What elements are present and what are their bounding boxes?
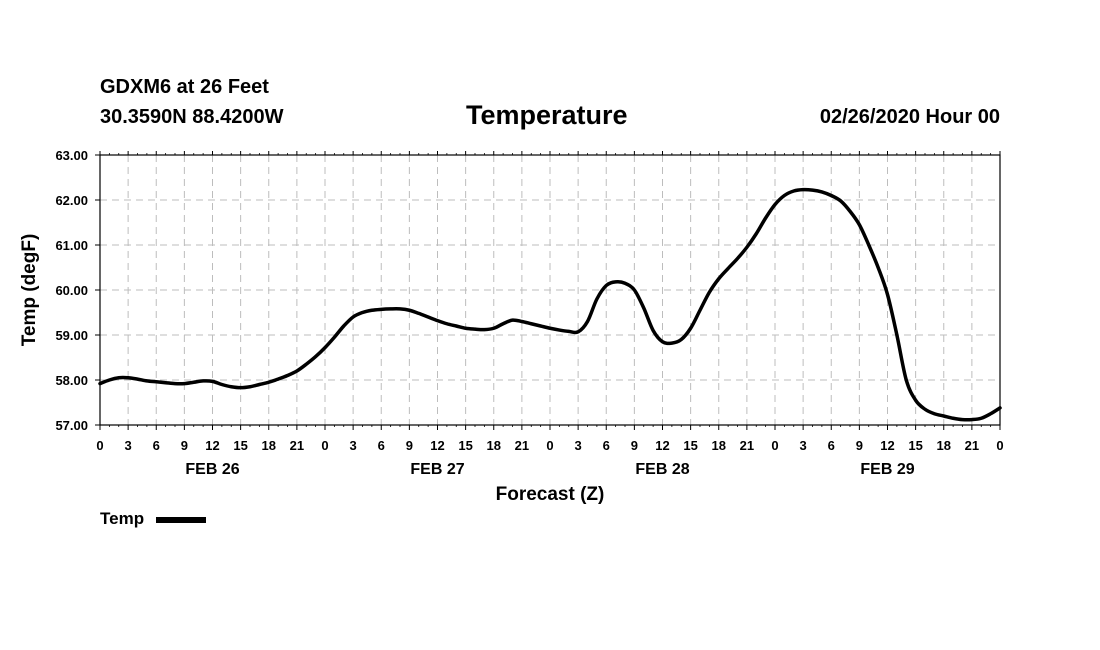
y-tick-label: 58.00 [55, 373, 88, 388]
x-tick-label: 21 [515, 438, 529, 453]
x-tick-label: 3 [800, 438, 807, 453]
day-label: FEB 29 [860, 461, 914, 478]
y-tick-label: 61.00 [55, 238, 88, 253]
x-tick-label: 3 [350, 438, 357, 453]
x-tick-label: 0 [96, 438, 103, 453]
x-tick-label: 12 [880, 438, 894, 453]
x-tick-label: 15 [683, 438, 697, 453]
x-tick-label: 9 [631, 438, 638, 453]
temp-series-line [98, 187, 1002, 422]
x-tick-label: 0 [771, 438, 778, 453]
x-tick-label: 18 [712, 438, 726, 453]
x-tick-label: 6 [153, 438, 160, 453]
x-tick-label: 15 [458, 438, 472, 453]
x-tick-label: 0 [321, 438, 328, 453]
legend-label: Temp [100, 509, 145, 528]
x-tick-label: 9 [181, 438, 188, 453]
x-tick-label: 12 [430, 438, 444, 453]
x-tick-label: 15 [233, 438, 247, 453]
x-tick-label: 9 [856, 438, 863, 453]
y-tick-label: 60.00 [55, 283, 88, 298]
y-tick-label: 59.00 [55, 328, 88, 343]
day-label: FEB 26 [185, 461, 239, 478]
x-tick-label: 21 [290, 438, 304, 453]
y-axis-label: Temp (degF) [19, 234, 40, 347]
datetime-label: 02/26/2020 Hour 00 [819, 106, 1000, 128]
station-label: GDXM6 at 26 Feet [100, 76, 269, 98]
chart-title: Temperature [466, 100, 628, 130]
y-tick-label: 62.00 [55, 193, 88, 208]
day-label: FEB 27 [410, 461, 464, 478]
x-tick-label: 6 [378, 438, 385, 453]
x-tick-label: 6 [603, 438, 610, 453]
legend: Temp [100, 509, 207, 529]
x-tick-label: 18 [937, 438, 951, 453]
day-label: FEB 28 [635, 461, 689, 478]
coordinates-label: 30.3590N 88.4200W [100, 106, 284, 128]
x-tick-label: 18 [262, 438, 276, 453]
x-tick-label: 12 [205, 438, 219, 453]
x-tick-label: 15 [908, 438, 922, 453]
x-tick-label: 21 [965, 438, 979, 453]
x-tick-label: 3 [575, 438, 582, 453]
x-tick-label: 12 [655, 438, 669, 453]
x-tick-label: 0 [996, 438, 1003, 453]
y-tick-label: 63.00 [55, 148, 88, 163]
x-tick-label: 21 [740, 438, 754, 453]
x-axis-label: Forecast (Z) [496, 484, 605, 505]
x-tick-label: 9 [406, 438, 413, 453]
legend-swatch [156, 517, 207, 523]
x-tick-label: 3 [125, 438, 132, 453]
x-tick-label: 6 [828, 438, 835, 453]
x-tick-label: 18 [487, 438, 501, 453]
x-tick-label: 0 [546, 438, 553, 453]
y-tick-label: 57.00 [55, 418, 88, 433]
